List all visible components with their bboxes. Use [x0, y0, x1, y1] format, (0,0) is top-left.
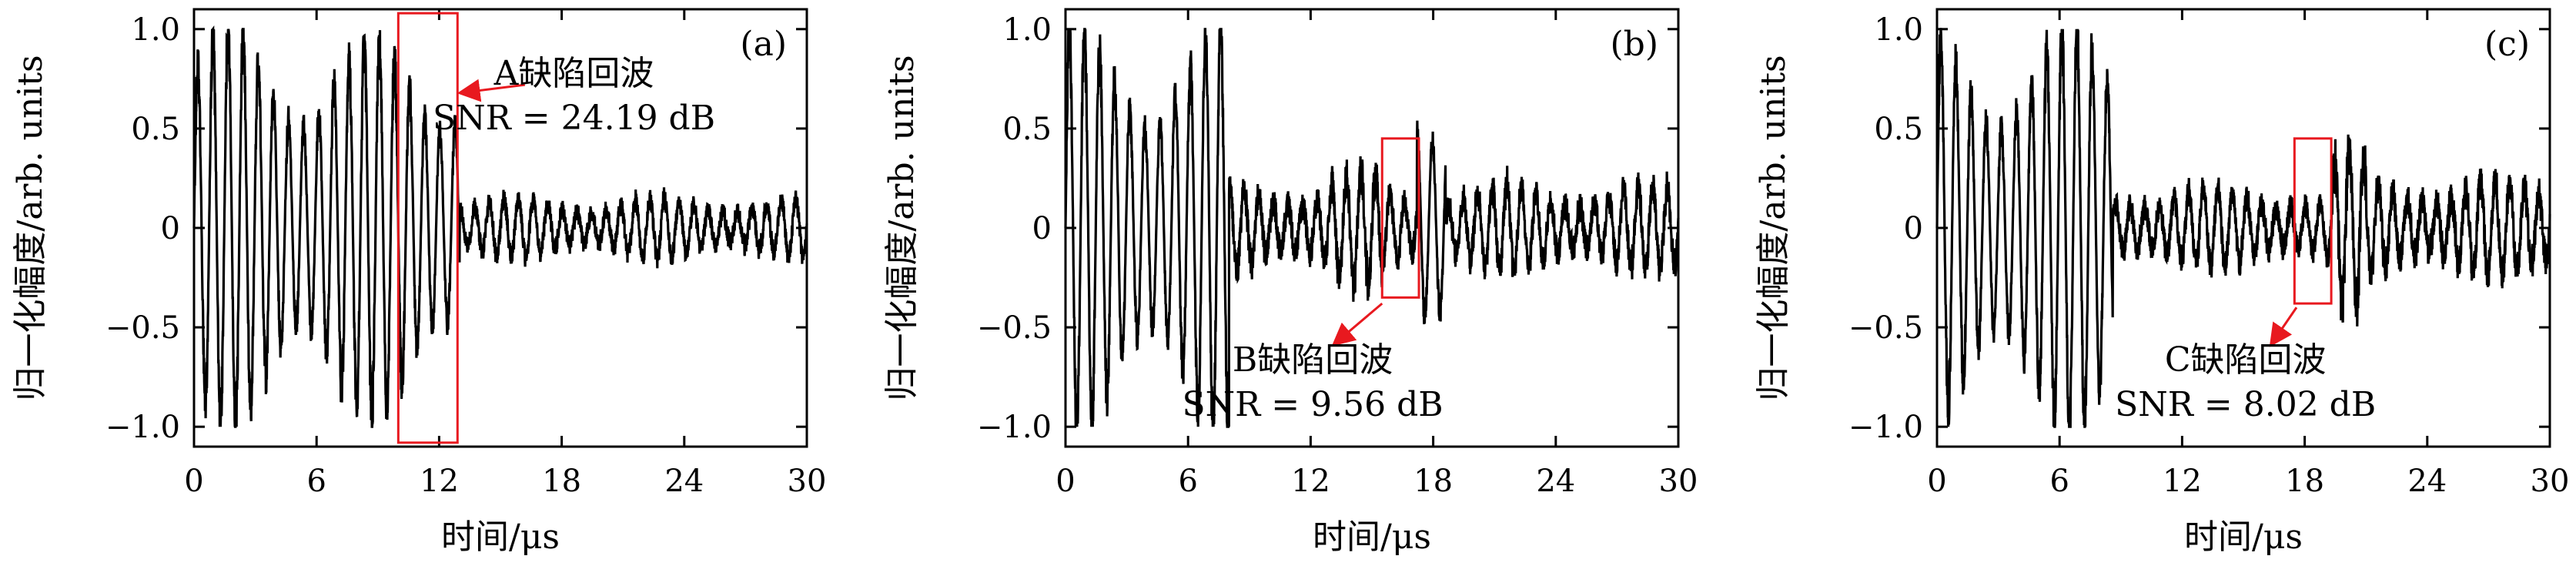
signal-trace — [192, 25, 808, 428]
snr-label: SNR = 24.19 dB — [433, 99, 715, 138]
x-tick-label: 30 — [2531, 464, 2570, 499]
x-axis-title: 时间/μs — [1313, 517, 1431, 557]
x-tick-label: 18 — [542, 464, 581, 499]
x-tick-label: 6 — [2049, 464, 2069, 499]
annotation-label: C缺陷回波 — [2165, 340, 2327, 380]
x-tick-label: 6 — [1178, 464, 1197, 499]
y-tick-label: −1.0 — [1848, 410, 1923, 445]
y-tick-label: 1.0 — [1874, 12, 1923, 48]
x-tick-label: 0 — [1927, 464, 1946, 499]
y-tick-label: 0.5 — [1002, 112, 1052, 147]
highlight-box — [396, 12, 459, 444]
x-tick-label: 6 — [306, 464, 326, 499]
x-tick-label: 18 — [2285, 464, 2324, 499]
snr-label: SNR = 9.56 dB — [1183, 385, 1444, 424]
x-tick-label: 12 — [1291, 464, 1330, 499]
annotation-arrow — [1331, 302, 1383, 347]
x-tick-label: 24 — [1536, 464, 1575, 499]
panel-label: (c) — [2484, 25, 2530, 64]
chart-panel-1: 0 6 12 18 24 30 −1.0 −0.5 0 0.5 1.0 时间/μs 归一化幅度/arb.… — [11, 8, 827, 557]
x-tick-label: 0 — [1055, 464, 1075, 499]
y-tick-label: −1.0 — [977, 410, 1052, 445]
x-tick-label: 30 — [1659, 464, 1698, 499]
x-axis-title: 时间/μs — [2184, 517, 2303, 557]
annotation-arrow — [2269, 306, 2298, 347]
chart-panel-2: 0 6 12 18 24 30 −1.0 −0.5 0 0.5 1.0 时间/μs 归一化幅度/arb.… — [882, 8, 1698, 557]
x-tick-label: 0 — [184, 464, 203, 499]
panel-label: (b) — [1611, 25, 1659, 64]
panel-label: (a) — [740, 25, 787, 64]
annotation-arrow — [457, 79, 526, 102]
y-tick-label: 0 — [1032, 211, 1052, 246]
x-tick-label: 30 — [788, 464, 827, 499]
annotation-label: A缺陷回波 — [493, 54, 654, 93]
y-tick-label: 0.5 — [131, 112, 180, 147]
x-tick-label: 24 — [2407, 464, 2447, 499]
y-tick-label: 0 — [161, 211, 180, 246]
x-tick-label: 24 — [664, 464, 704, 499]
signal-trace — [1064, 28, 1680, 428]
annotation-label: B缺陷回波 — [1233, 340, 1393, 380]
y-tick-label: 1.0 — [131, 12, 180, 48]
y-tick-label: −0.5 — [977, 310, 1052, 346]
highlight-box — [2293, 137, 2333, 305]
x-tick-label: 12 — [2163, 464, 2202, 499]
y-axis-title: 归一化幅度/arb. units — [1754, 55, 1793, 400]
signal-trace — [1935, 28, 2551, 428]
x-tick-label: 18 — [1413, 464, 1453, 499]
y-tick-label: 0 — [1904, 211, 1923, 246]
y-tick-label: −0.5 — [105, 310, 180, 346]
snr-label: SNR = 8.02 dB — [2115, 385, 2376, 424]
y-axis-title: 归一化幅度/arb. units — [11, 55, 50, 400]
y-axis-title: 归一化幅度/arb. units — [882, 55, 922, 400]
highlight-box — [1380, 137, 1420, 299]
y-tick-label: −0.5 — [1848, 310, 1923, 346]
y-tick-label: −1.0 — [105, 410, 180, 445]
x-axis-title: 时间/μs — [441, 517, 560, 557]
y-tick-label: 0.5 — [1874, 112, 1923, 147]
x-tick-label: 12 — [420, 464, 459, 499]
chart-panel-3: 0 6 12 18 24 30 −1.0 −0.5 0 0.5 1.0 时间/μs 归一化幅度/arb.… — [1754, 8, 2570, 557]
y-tick-label: 1.0 — [1002, 12, 1052, 48]
